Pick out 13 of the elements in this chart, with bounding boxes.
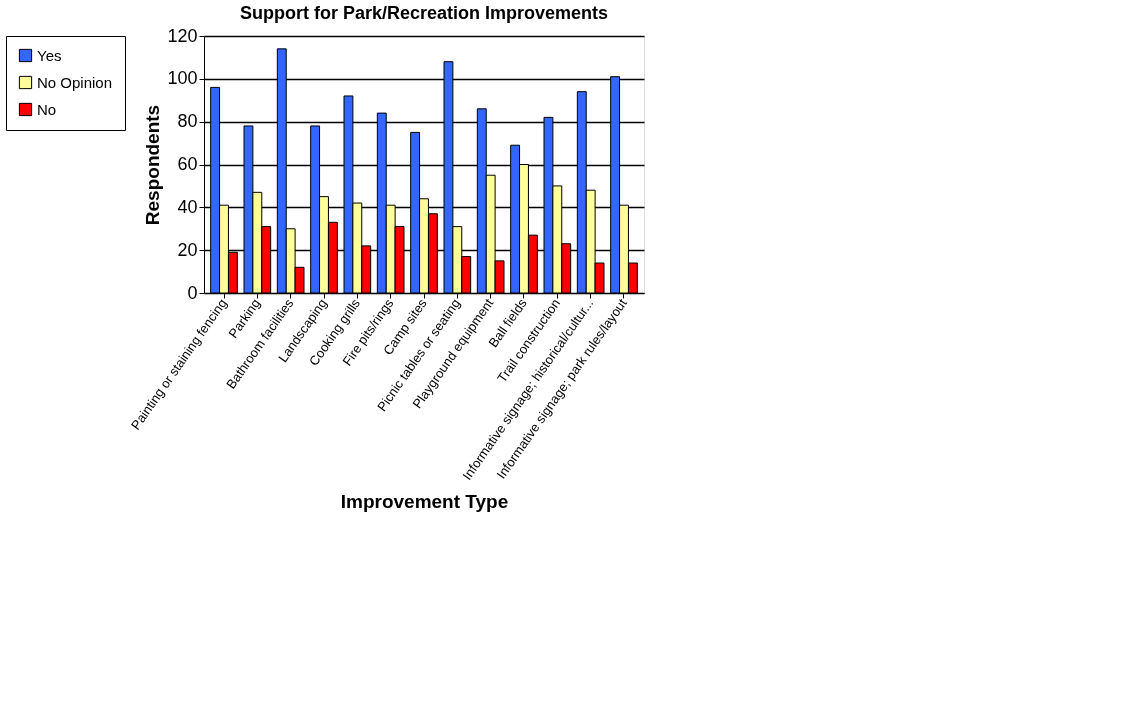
y-tick-label: 100 (167, 68, 198, 89)
legend-label: No Opinion (37, 73, 113, 91)
y-tick-label: 60 (177, 154, 198, 174)
y-tick-label: 120 (167, 25, 198, 46)
legend-label: No (37, 100, 57, 118)
legend-label: Yes (37, 46, 62, 64)
y-tick-label: 40 (177, 196, 198, 217)
x-axis-title: Improvement Type (340, 490, 509, 512)
y-tick-label: 20 (177, 239, 198, 260)
y-axis-title: Respondents (142, 104, 164, 226)
y-tick-label: 80 (177, 111, 198, 132)
chart-title: Support for Park/Recreation Improvements (239, 3, 609, 23)
y-tick-label: 0 (187, 282, 198, 303)
